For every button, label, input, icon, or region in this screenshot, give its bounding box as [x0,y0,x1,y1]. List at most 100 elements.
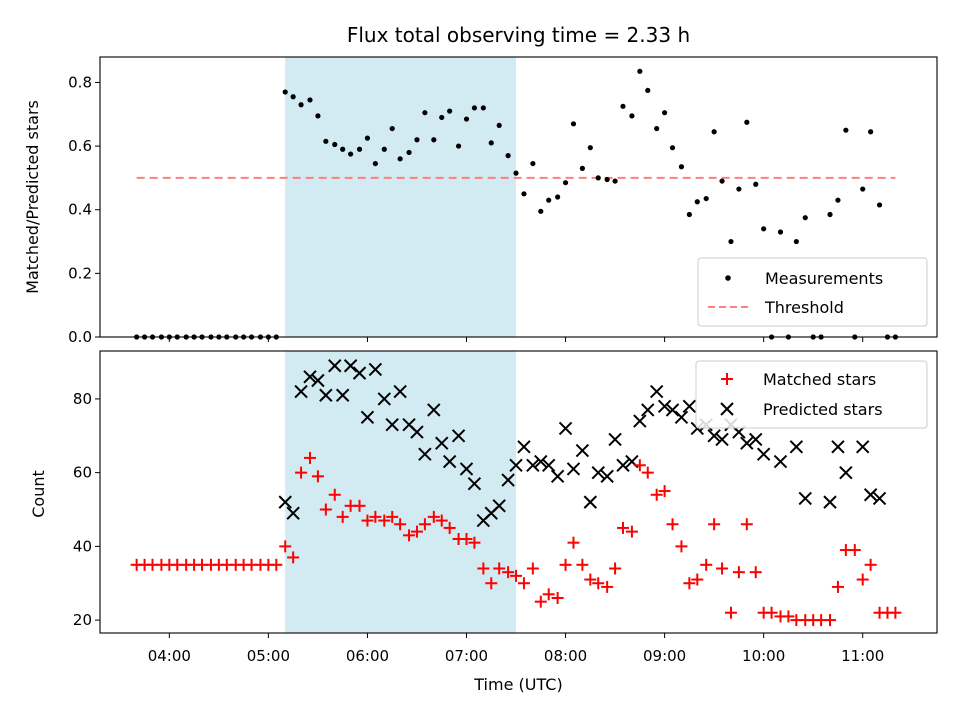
matched-point [270,558,283,571]
predicted-point [798,491,812,506]
measurement-point [323,138,329,144]
chart-title: Flux total observing time = 2.33 h [347,23,690,47]
measurement-point [546,197,552,203]
matched-point [567,536,580,549]
matched-point [633,459,646,472]
measurement-point [431,137,437,143]
measurement-point [827,211,833,218]
y-tick-label: 0.8 [68,73,92,91]
predicted-point [863,488,878,502]
measurement-point [662,110,668,116]
predicted-point [856,440,870,454]
measurement-point [793,238,799,245]
counts-axes-frame [99,350,938,634]
measurement-point [406,149,412,156]
matched-point [295,466,308,479]
predicted-stars-series [278,359,887,528]
matched-point [369,510,382,523]
predicted-point [657,399,672,414]
matched-point [749,566,762,579]
matched-point [856,573,869,586]
measurement-point [471,105,478,111]
x-tick-label: 07:00 [445,647,488,665]
measurement-point [414,137,420,143]
counts-legend: Matched stars Predicted stars [695,360,928,429]
matched-point [824,614,837,627]
measurement-point [332,141,338,148]
measurement-point [802,215,808,221]
matched-point [510,569,523,582]
measurement-point [307,97,313,103]
predicted-point [583,495,598,509]
legend-matched-marker [721,373,733,385]
y-tick-label: 0.6 [68,137,92,155]
measurement-point [521,191,527,197]
x-tick-label: 09:00 [643,647,686,665]
measurement-point [455,143,462,149]
predicted-point [715,432,729,447]
measurement-point [637,68,643,74]
matched-point [485,577,498,590]
predicted-point [550,469,565,484]
predicted-point [839,465,853,480]
measurement-point [876,202,883,208]
predicted-point [558,421,573,436]
predicted-point [823,495,837,509]
predicted-point [707,429,721,443]
measurements-series [134,68,898,340]
predicted-point [526,458,540,472]
predicted-point [749,432,763,447]
predicted-point [509,458,523,472]
measurement-point [439,114,445,121]
predicted-point [393,384,407,399]
measurement-point [761,226,767,232]
ratio-legend: Measurements Threshold [697,257,928,327]
observing-span-ratio [285,57,517,337]
matched-point [675,540,688,553]
predicted-point [542,458,556,472]
matched-point [477,562,490,575]
matched-point [740,518,753,531]
measurement-point [381,146,387,152]
predicted-point [641,403,655,417]
y-tick-label: 0.0 [68,328,92,346]
measurement-point [488,140,494,146]
predicted-point [831,440,845,454]
matched-point [353,499,366,512]
matched-point [460,533,473,545]
x-tick-label: 04:00 [148,647,191,665]
predicted-point [600,469,614,484]
matched-point [443,521,456,534]
matched-point [848,544,861,557]
measurement-point [356,146,363,152]
legend-predicted-marker [720,402,734,416]
measurement-point [372,160,378,167]
matched-point [542,588,555,601]
measurement-point [612,178,618,184]
predicted-point [616,458,630,472]
legend-matched-label: Matched stars [763,370,876,389]
measurement-point [753,181,759,187]
measurement-point [868,129,874,135]
counts-x-axis: 04:00 05:00 06:00 07:00 08:00 09:00 10:00 11:00 [148,633,884,665]
predicted-point [352,366,367,380]
y-tick-label: 60 [73,464,92,482]
predicted-point [328,359,342,373]
predicted-point [451,429,466,443]
measurement-point [711,129,717,135]
ratio-y-label: Matched/Predicted stars [23,100,42,294]
predicted-point [418,447,432,461]
measurement-point [835,197,841,203]
x-tick-label: 05:00 [247,647,290,665]
ratio-x-ticks [168,337,864,342]
counts-legend-box [695,360,928,429]
matched-point [526,562,539,575]
measurement-point [364,135,371,141]
measurement-point [530,160,536,167]
ratio-axes-frame [99,56,938,338]
matched-point [427,510,440,523]
predicted-point [501,473,515,487]
x-axis-label: Time (UTC) [473,675,562,694]
legend-predicted-label: Predicted stars [763,400,883,419]
predicted-point [377,392,391,406]
